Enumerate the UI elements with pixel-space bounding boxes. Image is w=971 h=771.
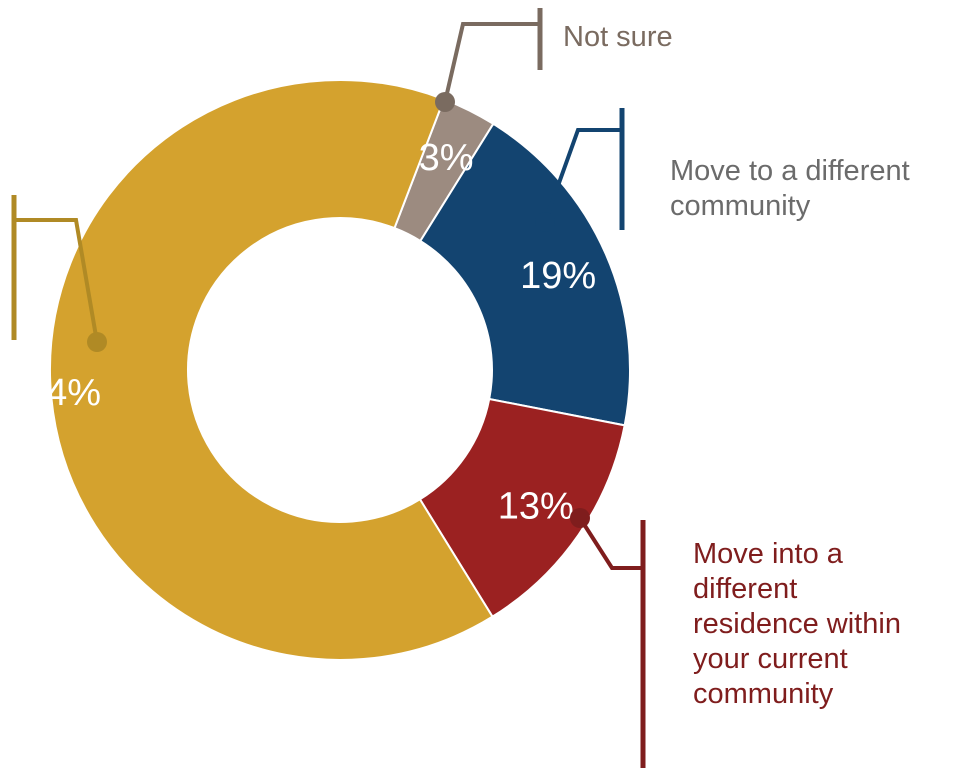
category-label-not-sure: Not sure (563, 21, 673, 53)
callout-leader-move-different-residence (570, 508, 646, 768)
callout-leader-move-different-community (535, 108, 625, 232)
slice-stay (49, 79, 494, 661)
value-label-stay: 64% (25, 372, 101, 414)
value-label-move-different-community: 19% (520, 255, 596, 297)
category-label-move-different-community: Move to a different community (670, 155, 910, 222)
slice-move-different-community (418, 122, 631, 427)
value-label-not-sure: 3% (419, 137, 474, 179)
callout-leader-stay (11, 195, 107, 352)
callout-leader-not-sure (435, 8, 543, 112)
category-label-move-different-residence: Move into a different residence within y… (693, 538, 901, 710)
value-label-move-different-residence: 13% (498, 485, 574, 527)
